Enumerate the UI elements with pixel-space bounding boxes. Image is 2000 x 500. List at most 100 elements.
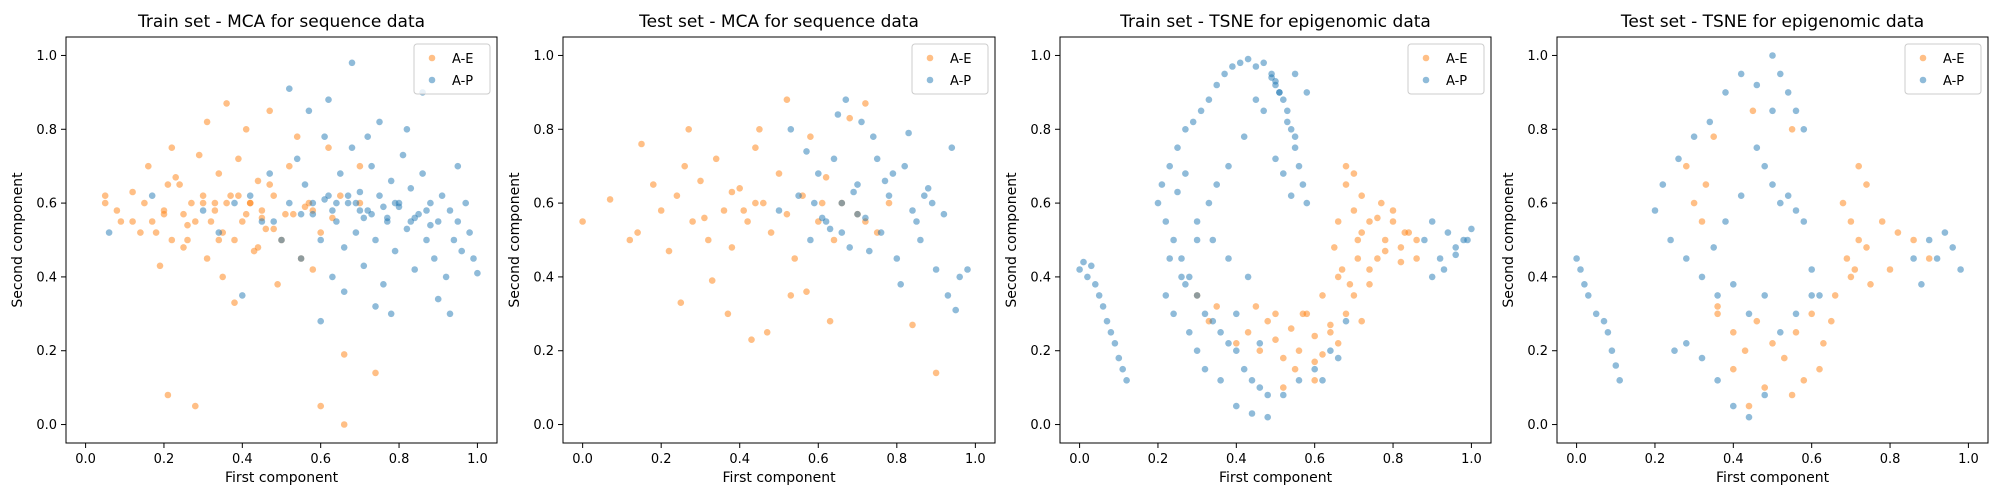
data-point (909, 207, 916, 214)
data-point (403, 225, 411, 233)
data-point (258, 218, 266, 225)
data-point (1287, 126, 1295, 133)
data-point (246, 192, 254, 199)
y-tick-label: 0.6 (36, 197, 57, 212)
legend: A-E A-P (413, 43, 491, 95)
data-point (1217, 329, 1224, 336)
data-point (344, 199, 352, 207)
data-point (1280, 391, 1287, 399)
data-point (893, 255, 901, 262)
y-tick-label: 0.6 (1527, 197, 1548, 212)
data-point (458, 247, 466, 255)
x-tick-label: 0.4 (232, 452, 253, 467)
data-point (164, 391, 172, 399)
data-point (152, 229, 160, 236)
data-point (1099, 303, 1107, 310)
data-point (1123, 377, 1130, 384)
data-point (431, 255, 438, 262)
data-point (705, 236, 712, 244)
data-point (239, 218, 246, 225)
y-tick-label: 1.0 (1030, 49, 1051, 64)
data-point (1311, 358, 1318, 366)
data-point (215, 229, 223, 236)
data-point (192, 218, 199, 225)
data-point (356, 207, 364, 214)
data-point (1260, 107, 1267, 115)
data-point (1753, 144, 1761, 151)
data-point (1683, 162, 1690, 170)
data-point (1675, 155, 1682, 163)
data-point (1295, 162, 1303, 170)
data-point (1366, 218, 1373, 225)
data-point (1784, 192, 1792, 199)
data-point (862, 100, 869, 107)
data-point (411, 266, 419, 273)
data-point (329, 207, 336, 214)
data-point (1839, 199, 1847, 207)
data-point (180, 244, 187, 251)
points-layer (1573, 52, 1964, 421)
data-point (1303, 199, 1311, 207)
data-point (434, 295, 442, 303)
x-tick-label: 0.2 (651, 452, 672, 467)
data-point (368, 162, 375, 170)
data-point (720, 207, 728, 214)
data-point (270, 218, 278, 225)
data-point (1350, 292, 1358, 299)
data-point (207, 218, 215, 225)
data-point (391, 247, 399, 255)
data-point (372, 369, 379, 377)
x-axis-label: First component (1716, 470, 1830, 486)
data-point (740, 207, 747, 214)
data-point (317, 236, 325, 244)
data-point (117, 218, 125, 225)
data-point (1886, 266, 1894, 273)
data-point (838, 199, 846, 207)
y-tick-label: 1.0 (36, 49, 57, 64)
x-axis-label: First component (722, 470, 836, 486)
data-point (1421, 236, 1428, 244)
data-point (708, 277, 716, 284)
data-point (1792, 329, 1800, 336)
data-point (348, 59, 356, 67)
data-point (1761, 384, 1768, 391)
data-point (1808, 292, 1815, 299)
data-point (199, 192, 207, 199)
data-point (376, 118, 383, 126)
data-point (1452, 244, 1459, 251)
data-point (387, 310, 395, 318)
data-point (803, 288, 810, 296)
data-point (1706, 118, 1714, 126)
data-point (1745, 413, 1753, 421)
data-point (1209, 317, 1217, 325)
data-point (787, 126, 795, 133)
data-point (1354, 236, 1362, 244)
data-point (372, 303, 379, 310)
legend: A-E A-P (1407, 43, 1485, 95)
data-point (1291, 144, 1299, 151)
data-point (1119, 365, 1126, 373)
data-point (1792, 310, 1800, 318)
data-point (427, 221, 434, 229)
data-point (184, 221, 191, 229)
data-point (352, 229, 360, 236)
data-point (1221, 70, 1228, 78)
data-point (325, 96, 332, 103)
data-point (870, 133, 877, 140)
data-point (952, 306, 959, 314)
data-point (1346, 281, 1354, 288)
data-point (1698, 273, 1706, 281)
data-point (905, 129, 912, 137)
data-point (1256, 347, 1264, 355)
data-point (1737, 70, 1745, 78)
x-tick-label: 0.2 (1148, 452, 1169, 467)
data-point (826, 225, 834, 233)
data-point (1828, 317, 1835, 325)
data-point (474, 269, 481, 277)
data-point (728, 188, 736, 196)
data-point (231, 299, 238, 307)
data-point (333, 199, 340, 207)
x-tick-label: 0.6 (1304, 452, 1325, 467)
x-tick-label: 0.8 (1880, 452, 1901, 467)
series-A-E (1193, 162, 1420, 391)
